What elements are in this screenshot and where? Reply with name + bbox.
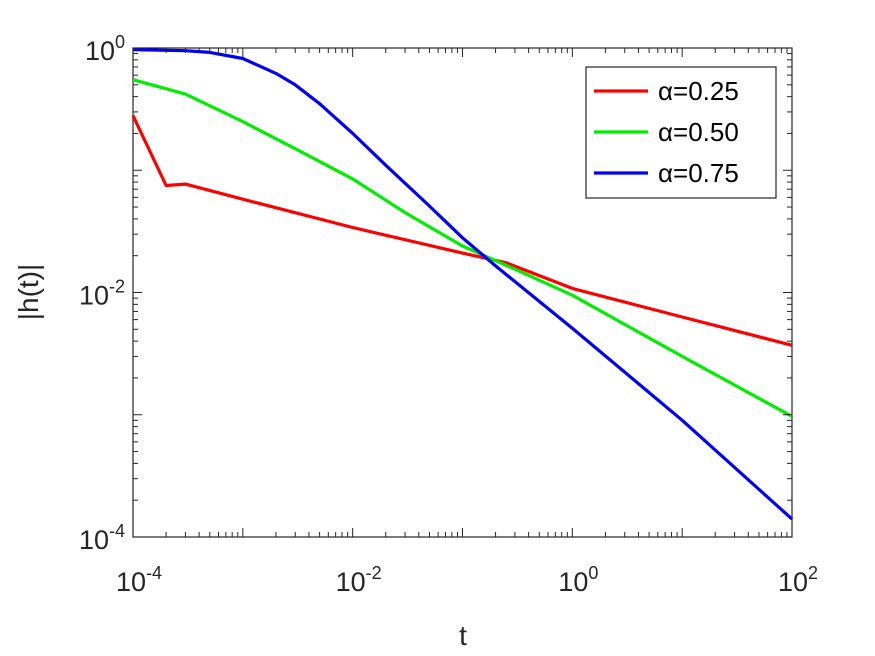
legend-label-2: α=0.50 <box>658 117 739 147</box>
series-lines <box>131 48 794 521</box>
x-tick-label: 10-2 <box>336 563 382 597</box>
x-tick-label: 10-4 <box>116 563 162 597</box>
y-tick-label: 10-4 <box>79 521 125 555</box>
x-tick-label: 102 <box>778 563 818 597</box>
x-axis-label: t <box>459 620 467 651</box>
series-line-2 <box>132 78 793 418</box>
series-line-3 <box>132 48 794 521</box>
y-tick-label: 10-2 <box>79 277 125 311</box>
y-tick-label: 100 <box>85 32 125 66</box>
y-axis-label: |h(t)| <box>13 264 44 321</box>
series-line-1 <box>131 114 793 347</box>
axis-ticks <box>132 47 793 538</box>
tick-labels: 10-4 10-2 100 102 10-4 10-2 100 <box>79 32 818 597</box>
legend: α=0.25 α=0.50 α=0.75 <box>585 66 777 199</box>
x-tick-label: 100 <box>558 563 598 597</box>
legend-label-3: α=0.75 <box>658 158 739 188</box>
legend-label-1: α=0.25 <box>658 76 739 106</box>
